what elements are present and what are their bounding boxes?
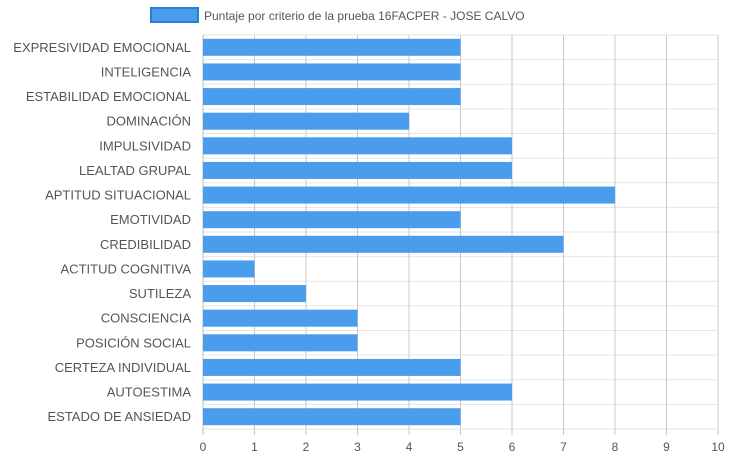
category-label: CERTEZA INDIVIDUAL xyxy=(55,360,191,375)
category-label: ESTABILIDAD EMOCIONAL xyxy=(26,89,191,104)
x-tick-label: 10 xyxy=(711,440,725,454)
category-label: EMOTIVIDAD xyxy=(110,212,191,227)
legend-swatch xyxy=(150,7,199,23)
bars xyxy=(203,38,615,426)
category-label: INTELIGENCIA xyxy=(101,64,192,79)
legend[interactable]: Puntaje por criterio de la prueba 16FACP… xyxy=(150,7,525,23)
bar[interactable] xyxy=(203,137,512,155)
x-tick-label: 1 xyxy=(251,440,258,454)
category-labels: EXPRESIVIDAD EMOCIONAL INTELIGENCIA ESTABI… xyxy=(13,40,191,424)
category-label: SUTILEZA xyxy=(129,286,191,301)
category-label: POSICIÓN SOCIAL xyxy=(76,335,191,350)
bar[interactable] xyxy=(203,235,564,253)
x-tick-label: 7 xyxy=(560,440,567,454)
bar[interactable] xyxy=(203,358,461,376)
bar[interactable] xyxy=(203,383,512,401)
bar[interactable] xyxy=(203,408,461,426)
bar[interactable] xyxy=(203,211,461,229)
category-label: CREDIBILIDAD xyxy=(100,237,191,252)
category-label: AUTOESTIMA xyxy=(107,385,192,400)
bar[interactable] xyxy=(203,112,409,130)
x-tick-label: 6 xyxy=(509,440,516,454)
legend-label: Puntaje por criterio de la prueba 16FACP… xyxy=(204,9,525,23)
bar[interactable] xyxy=(203,161,512,179)
category-label: IMPULSIVIDAD xyxy=(99,138,191,153)
bar[interactable] xyxy=(203,88,461,106)
x-tick-label: 8 xyxy=(612,440,619,454)
bar[interactable] xyxy=(203,260,255,278)
bar[interactable] xyxy=(203,285,306,303)
bar[interactable] xyxy=(203,334,358,352)
category-label: DOMINACIÓN xyxy=(107,114,192,129)
category-label: CONSCIENCIA xyxy=(101,311,192,326)
bar[interactable] xyxy=(203,186,615,204)
x-tick-label: 3 xyxy=(354,440,361,454)
x-tick-label: 5 xyxy=(457,440,464,454)
x-tick-label: 0 xyxy=(200,440,207,454)
x-tick-label: 9 xyxy=(663,440,670,454)
x-axis-ticks: 0 1 2 3 4 5 6 7 8 9 10 xyxy=(200,440,725,454)
bar[interactable] xyxy=(203,63,461,81)
category-label: ACTITUD COGNITIVA xyxy=(61,261,192,276)
x-tick-label: 2 xyxy=(303,440,310,454)
category-label: LEALTAD GRUPAL xyxy=(79,163,191,178)
x-tick-label: 4 xyxy=(406,440,413,454)
bar[interactable] xyxy=(203,38,461,56)
category-label: ESTADO DE ANSIEDAD xyxy=(47,409,191,424)
category-label: EXPRESIVIDAD EMOCIONAL xyxy=(13,40,191,55)
bar[interactable] xyxy=(203,309,358,327)
category-label: APTITUD SITUACIONAL xyxy=(45,188,191,203)
